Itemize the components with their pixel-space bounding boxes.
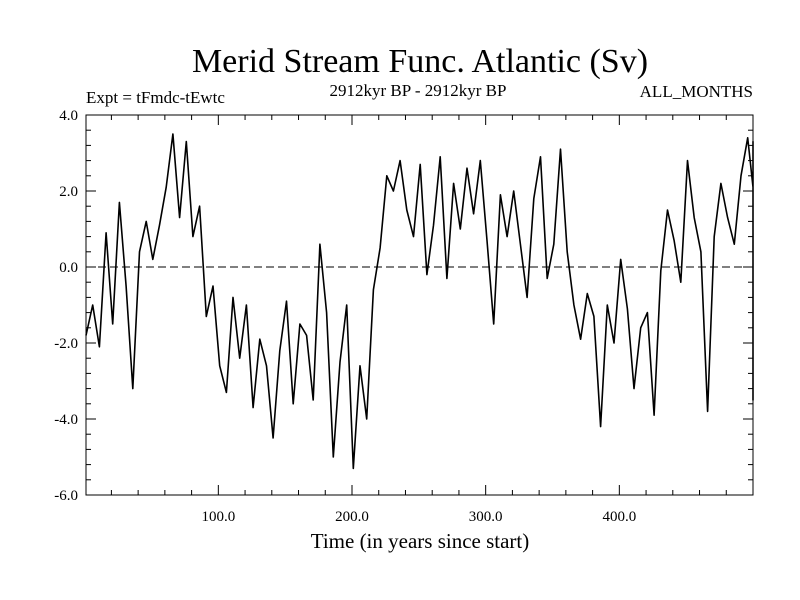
y-tick-label: 0.0 xyxy=(59,260,78,276)
x-tick-label: 100.0 xyxy=(201,509,235,525)
experiment-label: Expt = tFmdc-tEwtc xyxy=(86,88,225,107)
months-label: ALL_MONTHS xyxy=(640,82,753,101)
y-axis-ticks xyxy=(86,129,753,481)
x-axis-label: Time (in years since start) xyxy=(311,529,530,553)
y-tick-label: -2.0 xyxy=(54,336,78,352)
x-tick-label: 400.0 xyxy=(602,509,636,525)
chart-title: Merid Stream Func. Atlantic (Sv) xyxy=(192,43,648,80)
y-tick-label: 4.0 xyxy=(59,108,78,124)
y-tick-labels: -6.0 -4.0 -2.0 0.0 2.0 4.0 xyxy=(54,108,78,504)
y-tick-label: 2.0 xyxy=(59,184,78,200)
plot-area xyxy=(85,114,754,496)
data-series-line xyxy=(85,133,754,470)
x-tick-label: 200.0 xyxy=(335,509,369,525)
time-range-label: 2912kyr BP - 2912kyr BP xyxy=(330,81,507,100)
y-tick-label: -6.0 xyxy=(54,488,78,504)
y-tick-label: -4.0 xyxy=(54,412,78,428)
x-tick-labels: 100.0 200.0 300.0 400.0 xyxy=(201,509,636,525)
x-tick-label: 300.0 xyxy=(469,509,503,525)
x-axis-ticks xyxy=(110,115,727,495)
